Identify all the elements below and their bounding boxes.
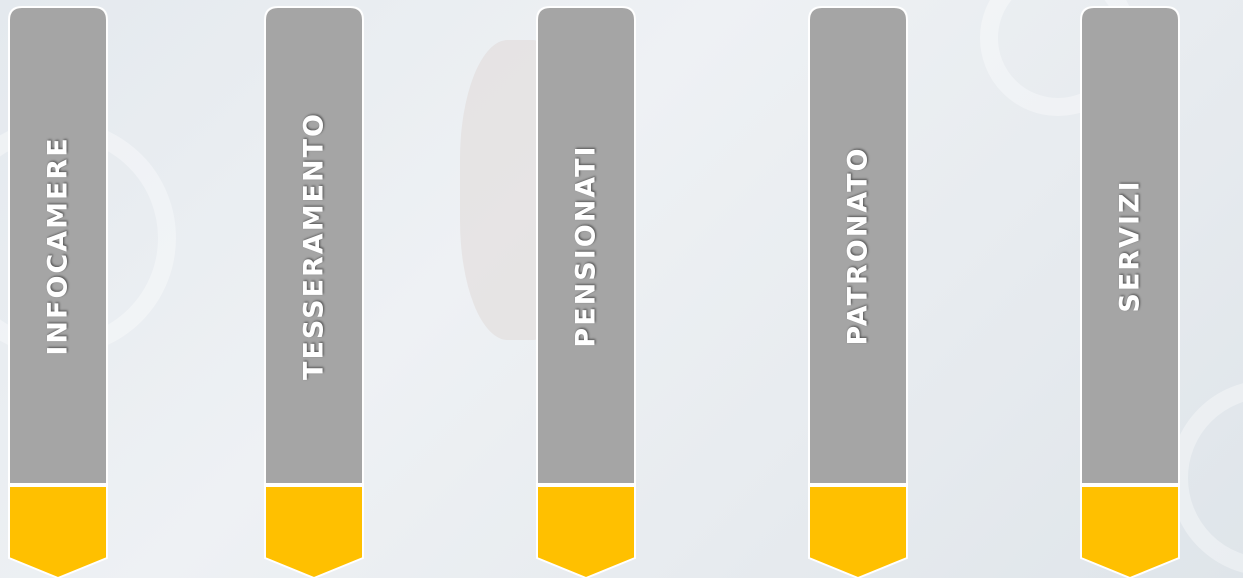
nav-tab[interactable]: INFOCAMERE: [8, 6, 108, 578]
tab-shape: [8, 6, 108, 578]
tab-shape: [808, 6, 908, 578]
tab-shape: [1080, 6, 1180, 578]
decoration: [1170, 380, 1243, 576]
nav-tab[interactable]: PATRONATO: [808, 6, 908, 578]
tab-label: PATRONATO: [842, 146, 874, 346]
tab-label: SERVIZI: [1114, 179, 1146, 313]
nav-tab[interactable]: PENSIONATI: [536, 6, 636, 578]
tab-shape: [264, 6, 364, 578]
tab-label: PENSIONATI: [570, 144, 602, 348]
tab-shape: [536, 6, 636, 578]
nav-tab[interactable]: TESSERAMENTO: [264, 6, 364, 578]
nav-tab[interactable]: SERVIZI: [1080, 6, 1180, 578]
tab-label: INFOCAMERE: [42, 136, 74, 356]
tab-label: TESSERAMENTO: [298, 112, 330, 380]
